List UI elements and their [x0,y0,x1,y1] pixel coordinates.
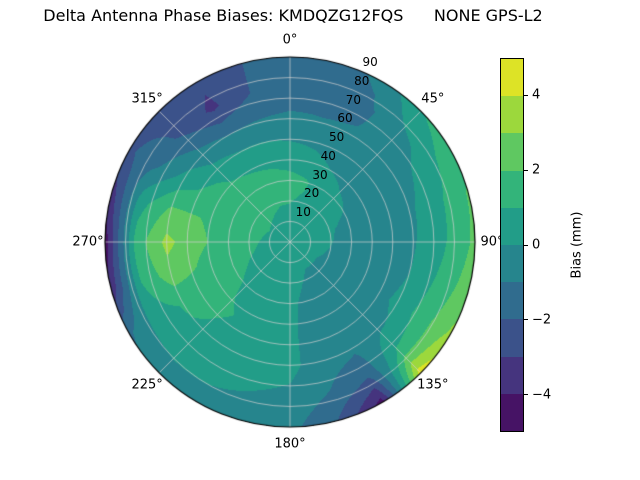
colorbar-band [501,245,523,283]
r-tick-label-50: 50 [329,130,345,145]
colorbar-band [501,356,523,394]
colorbar-tick [524,244,528,246]
colorbar-tick-label: −2 [532,312,552,328]
colorbar-band [501,170,523,208]
colorbar-band [501,282,523,320]
theta-tick-label-270: 270° [72,234,104,250]
r-tick-label-20: 20 [303,186,320,201]
r-tick-label-80: 80 [354,73,370,88]
theta-tick-label-45: 45° [421,91,445,107]
theta-tick-label-315: 315° [131,91,163,107]
colorbar-tick-label: 4 [532,87,541,103]
r-tick-label-60: 60 [337,111,353,126]
colorbar-band [501,393,523,432]
colorbar-tick-label: −4 [532,387,552,403]
r-tick-label-90: 90 [362,55,378,70]
theta-tick-label-225: 225° [131,377,163,393]
colorbar-band [501,59,523,97]
colorbar-band [501,207,523,246]
theta-tick-label-135: 135° [417,377,449,393]
r-tick-label-30: 30 [312,167,328,182]
colorbar-tick [524,319,528,321]
colorbar-band [501,133,523,171]
colorbar-tick [524,394,528,396]
colorbar-tick [524,94,528,96]
colorbar-tick-label: 0 [532,237,541,253]
theta-tick-label-0: 0° [282,32,298,48]
colorbar-band [501,96,523,134]
colorbar-band [501,319,523,357]
colorbar-tick [524,169,528,171]
r-tick-label-40: 40 [320,148,336,163]
theta-tick-label-90: 90° [480,234,504,250]
colorbar [500,58,524,432]
colorbar-tick-label: 2 [532,162,541,178]
colorbar-label: Bias (mm) [569,211,585,279]
theta-tick-label-180: 180° [274,436,306,452]
r-tick-label-70: 70 [345,92,362,107]
r-tick-label-10: 10 [295,205,311,220]
